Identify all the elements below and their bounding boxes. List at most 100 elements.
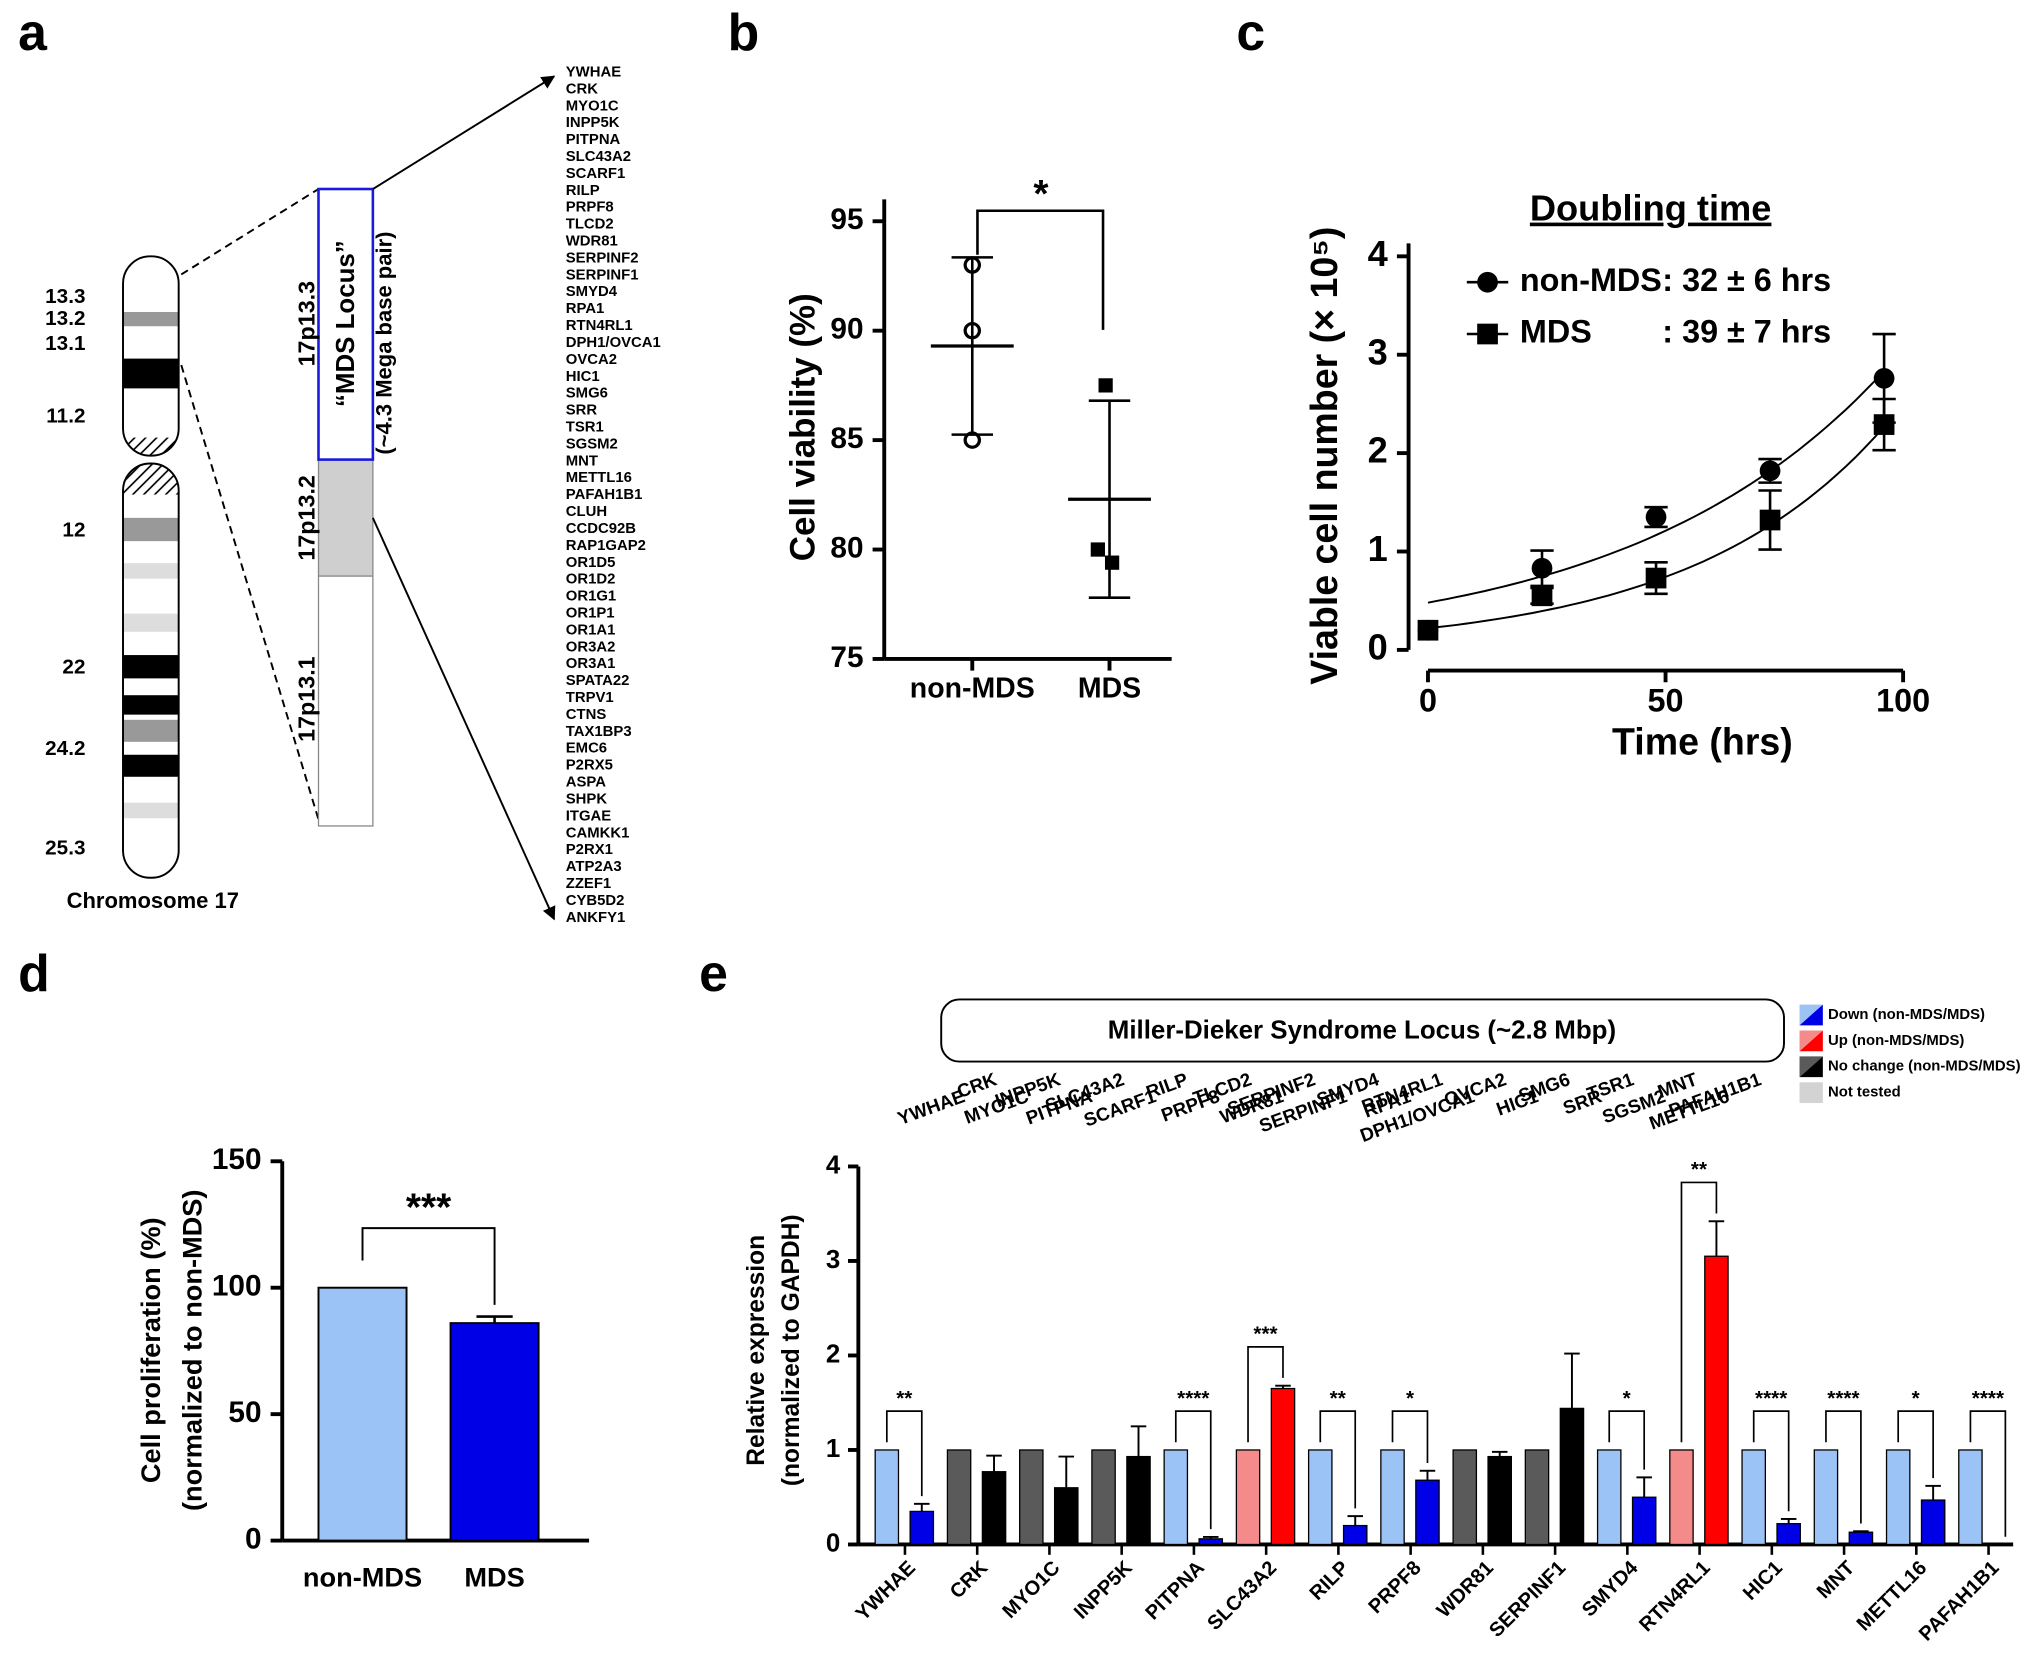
x-tick-label: SMYD4 [1578, 1556, 1643, 1621]
x-tick-label: non-MDS [910, 673, 1035, 705]
gene-name: P2RX5 [566, 758, 613, 774]
significance-bracket [1247, 1346, 1284, 1443]
gene-name: PRPF8 [566, 200, 614, 216]
gene-name: SERPINF1 [566, 267, 639, 283]
bar [1126, 1455, 1151, 1546]
bar [1380, 1449, 1405, 1546]
data-point [1104, 555, 1120, 570]
y-tick-label: 3 [1368, 331, 1388, 372]
significance-bracket [1391, 1410, 1429, 1463]
band-label: 24.2 [45, 737, 85, 760]
bar [1307, 1449, 1333, 1546]
bar [1198, 1538, 1224, 1546]
gene-name: CLUH [566, 504, 607, 520]
locus-box [940, 998, 1785, 1063]
significance-bracket [1969, 1410, 2007, 1537]
significance-bracket [1319, 1410, 1357, 1509]
locus-title: Miller-Dieker Syndrome Locus (~2.8 Mbp) [1108, 1017, 1616, 1045]
bar [1596, 1449, 1622, 1546]
x-tick-label: PITPNA [1141, 1557, 1209, 1625]
data-point [1531, 557, 1553, 579]
significance-label: *** [1253, 1323, 1278, 1346]
region-label: 17p13.2 [293, 475, 319, 561]
gene-name: OR1P1 [566, 605, 615, 621]
legend-note: : 39 ± 7 hrs [1662, 314, 1831, 350]
panel-label: b [728, 3, 760, 61]
y-tick-label: 75 [830, 641, 863, 674]
data-point [1645, 567, 1667, 589]
gene-name: CRK [566, 81, 598, 97]
gene-name: WDR81 [566, 234, 618, 250]
region-label: 17p13.3 [293, 281, 319, 367]
gene-name: ITGAE [566, 808, 612, 824]
data-point [1531, 585, 1553, 607]
gene-name: OR3A1 [566, 656, 616, 672]
gene-name: CYB5D2 [566, 893, 625, 909]
data-point [1759, 460, 1781, 482]
panel-label: d [18, 944, 50, 1002]
y-tick-label: 4 [1368, 233, 1388, 274]
zoom-line [180, 364, 320, 820]
gene-name: TRPV1 [566, 690, 614, 706]
significance-label: *** [406, 1186, 452, 1229]
band-label: 25.3 [45, 837, 85, 860]
bar [1487, 1455, 1513, 1546]
bar [1091, 1449, 1116, 1546]
gene-name: SERPINF2 [566, 250, 639, 266]
bar [1920, 1499, 1946, 1546]
significance-label: **** [1755, 1387, 1788, 1410]
region-mds-locus [317, 187, 375, 461]
bar [1415, 1479, 1440, 1546]
x-tick-label: CRK [946, 1557, 993, 1604]
gene-name: ZZEF1 [566, 876, 611, 892]
gene-name: METTL16 [566, 470, 632, 486]
zoom-line [180, 188, 320, 276]
x-tick-label: non-MDS [303, 1562, 422, 1593]
locus-title: “MDS Locus” [332, 240, 360, 407]
data-point [1759, 509, 1781, 531]
gene-name: RTN4RL1 [566, 318, 633, 334]
x-tick-label: SLC43A2 [1203, 1557, 1281, 1635]
bar [1053, 1487, 1079, 1546]
x-tick-label: WDR81 [1433, 1557, 1498, 1622]
x-tick-label: YWHAE [852, 1557, 920, 1625]
bar [1885, 1449, 1911, 1546]
significance-label: * [1033, 173, 1049, 216]
y-tick-label: 95 [830, 203, 863, 236]
y-tick-label: 0 [245, 1522, 262, 1555]
region-17p13-1 [317, 575, 374, 827]
chromosome [122, 255, 180, 879]
locus-size: (~4.3 Mega base pair) [372, 231, 397, 454]
y-tick-label: 90 [830, 313, 863, 346]
significance-bracket [1897, 1410, 1934, 1479]
gene-name: TAX1BP3 [566, 724, 632, 740]
band-label: 11.2 [46, 404, 85, 427]
x-axis-label: Time (hrs) [1612, 720, 1793, 762]
y-tick-label: 2 [826, 1340, 840, 1368]
significance-bracket [1680, 1181, 1718, 1443]
bar [1704, 1255, 1729, 1546]
bar [317, 1286, 408, 1542]
data-point [1645, 506, 1667, 528]
legend-swatch [1799, 1056, 1823, 1078]
bar [1741, 1449, 1767, 1546]
gene-name: CTNS [566, 707, 607, 723]
significance-bracket [361, 1227, 496, 1305]
gene-name: CAMKK1 [566, 825, 630, 841]
bar [1342, 1524, 1368, 1546]
significance-label: ** [896, 1387, 913, 1410]
gene-name: RAP1GAP2 [566, 538, 646, 554]
gene-name: OR1D2 [566, 572, 616, 588]
bar [981, 1471, 1007, 1546]
gene-name: RPA1 [566, 301, 605, 317]
panel-label: c [1236, 3, 1265, 61]
x-tick-label: PRPF8 [1364, 1557, 1425, 1618]
gene-name: OR1D5 [566, 555, 616, 571]
significance-bracket [1174, 1410, 1212, 1530]
band-label: 13.3 [45, 285, 85, 308]
arrow [371, 517, 556, 921]
region-17p13-2 [317, 458, 374, 577]
y-tick-label: 3 [826, 1246, 840, 1274]
legend-marker [1477, 323, 1498, 345]
gene-name: EMC6 [566, 741, 607, 757]
